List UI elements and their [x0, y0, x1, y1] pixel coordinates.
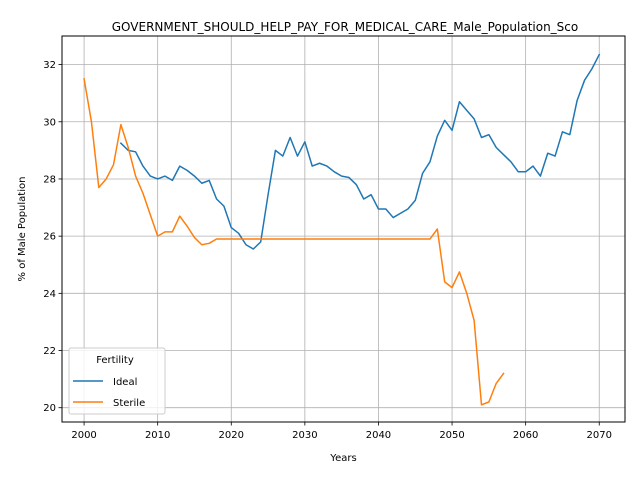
legend-box — [68, 347, 166, 415]
legend: Fertility Ideal Sterile — [68, 347, 166, 415]
y-tick-label: 26 — [43, 232, 56, 243]
x-axis-label: Years — [329, 453, 356, 464]
y-tick-label: 22 — [43, 346, 56, 357]
y-tick-label: 20 — [43, 403, 56, 414]
x-tick-label: 2070 — [587, 430, 612, 441]
legend-label-ideal: Ideal — [113, 377, 137, 388]
x-axis-ticks: 2000 2010 2020 2030 2040 2050 2060 2070 — [71, 422, 612, 441]
y-tick-label: 28 — [43, 174, 56, 185]
x-tick-label: 2050 — [439, 430, 464, 441]
chart-title: GOVERNMENT_SHOULD_HELP_PAY_FOR_MEDICAL_C… — [112, 20, 579, 34]
legend-title: Fertility — [96, 355, 134, 366]
x-tick-label: 2020 — [219, 430, 244, 441]
x-tick-label: 2060 — [513, 430, 538, 441]
series-line-sterile — [83, 78, 505, 406]
plot-frame — [61, 35, 626, 423]
x-tick-label: 2030 — [292, 430, 317, 441]
y-tick-label: 32 — [43, 60, 56, 71]
series-lines — [83, 53, 601, 406]
x-tick-label: 2040 — [366, 430, 391, 441]
legend-label-sterile: Sterile — [113, 398, 145, 409]
y-tick-label: 30 — [43, 117, 56, 128]
y-axis-label: % of Male Population — [17, 177, 28, 282]
y-axis-ticks: 20 22 24 26 28 30 32 — [43, 60, 62, 414]
y-tick-label: 24 — [43, 289, 56, 300]
series-line-ideal — [119, 53, 601, 250]
x-tick-label: 2000 — [71, 430, 96, 441]
x-tick-label: 2010 — [145, 430, 170, 441]
